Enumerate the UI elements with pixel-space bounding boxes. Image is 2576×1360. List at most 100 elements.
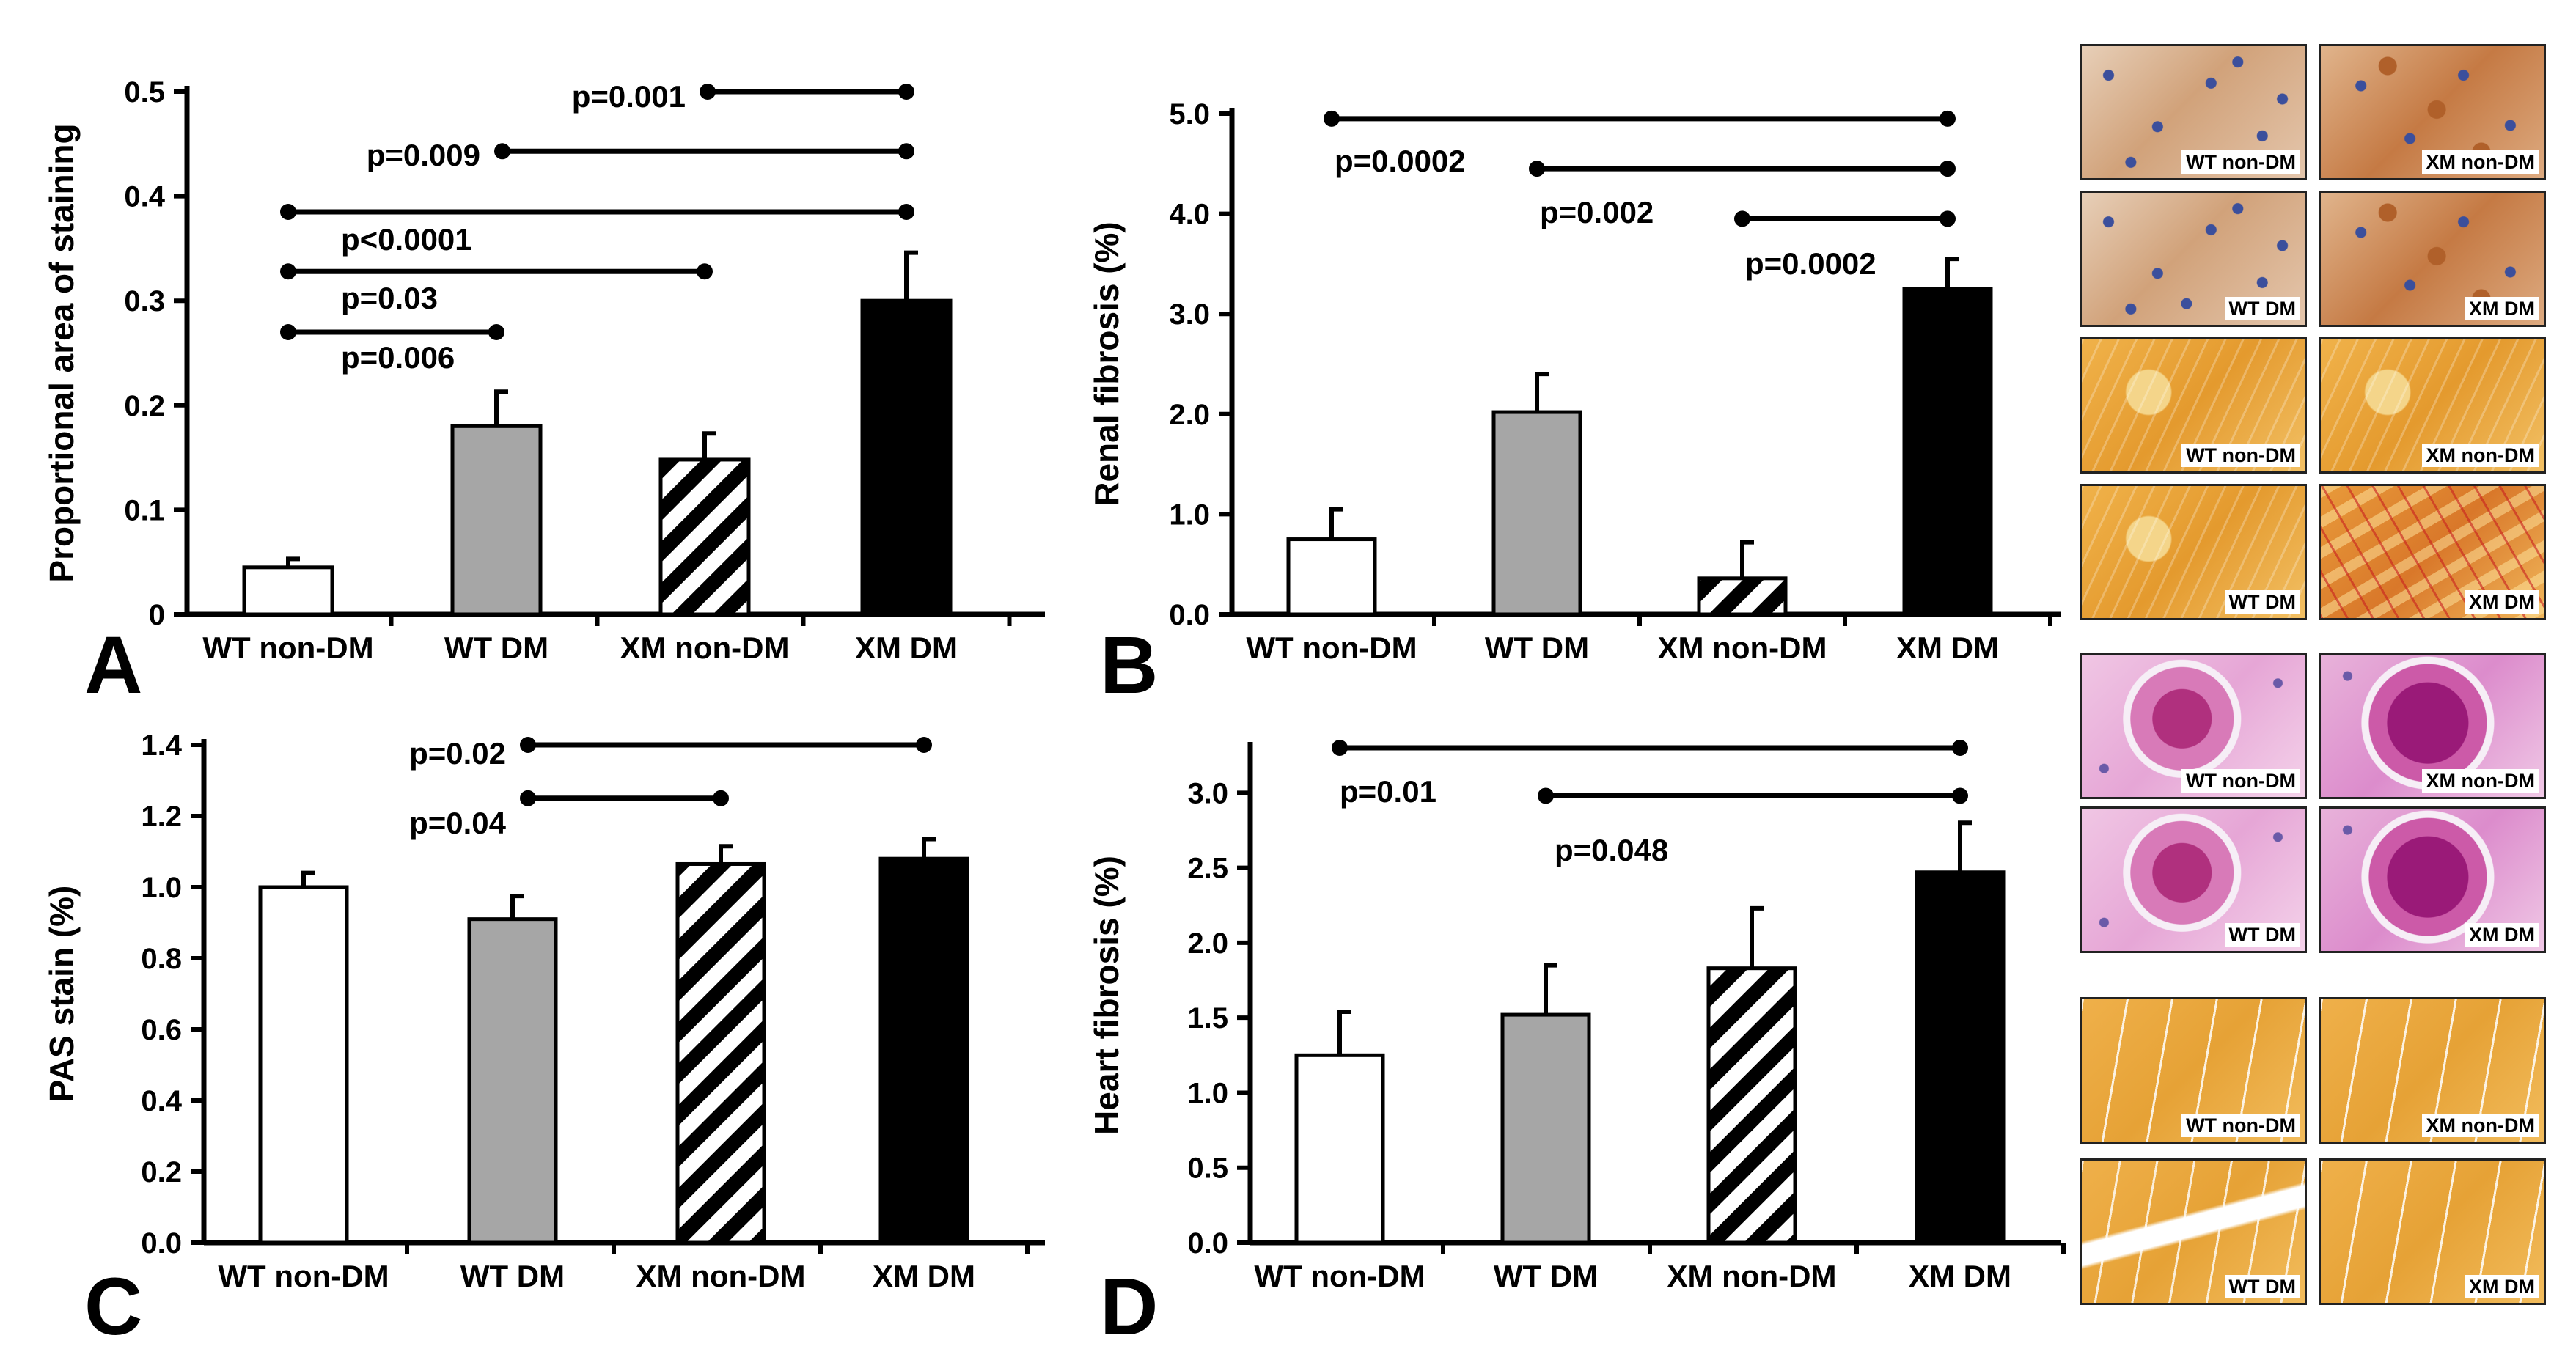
significance-dot xyxy=(280,263,296,280)
bar-xm-dm xyxy=(1902,287,1993,617)
significance-dot xyxy=(713,790,729,806)
micrograph-label: XM DM xyxy=(2465,589,2539,614)
micrograph-label: WT DM xyxy=(2224,296,2300,320)
bar-xm-non-dm xyxy=(1697,576,1788,617)
p-value-label: p=0.02 xyxy=(409,736,506,771)
chart-c: 0.0 0.2 0.4 0.6 0.8 1.0 1.2 1.4 WT non-DM WT DM XM… xyxy=(43,729,1045,1352)
y-tick-label: 0.6 xyxy=(141,1014,182,1046)
micrograph-label: XM DM xyxy=(2465,296,2539,320)
y-tick-label: 0 xyxy=(149,599,165,631)
significance-dot xyxy=(520,737,536,753)
micrograph-label: XM non-DM xyxy=(2421,443,2539,467)
p-value-label: p=0.04 xyxy=(409,806,507,840)
p-value-label: p=0.001 xyxy=(572,79,686,114)
y-tick-label: 1.5 xyxy=(1187,1002,1228,1034)
micrograph-wt-non-dm: WT non-DM xyxy=(2080,653,2307,799)
y-tick-label: 4.0 xyxy=(1169,199,1210,231)
micrograph-label: WT non-DM xyxy=(2181,443,2300,467)
x-tick-label: XM DM xyxy=(873,1259,975,1293)
significance-dot xyxy=(280,323,296,340)
y-tick-label: 1.0 xyxy=(1169,499,1210,531)
significance-dot xyxy=(898,84,914,100)
x-tick-label: XM DM xyxy=(855,631,958,665)
bar-xm-dm xyxy=(1915,870,2006,1245)
x-tick-label: XM DM xyxy=(1896,631,1999,665)
micrograph-wt-non-dm: WT non-DM xyxy=(2080,44,2307,180)
p-value-label: p=0.002 xyxy=(1540,195,1654,229)
bar-wt-dm xyxy=(467,917,558,1245)
p-value-label: p=0.0002 xyxy=(1745,246,1876,281)
p-value-label: p=0.0002 xyxy=(1335,144,1466,178)
bar-wt-dm xyxy=(1491,410,1582,617)
y-tick-label: 2.5 xyxy=(1187,853,1228,885)
y-axis-title: Renal fibrosis (%) xyxy=(1087,221,1126,507)
significance-dot xyxy=(494,143,510,160)
micrograph-label: WT non-DM xyxy=(2181,1113,2300,1137)
micrograph-label: XM non-DM xyxy=(2421,1113,2539,1137)
y-axis-title: Heart fibrosis (%) xyxy=(1087,856,1126,1135)
y-tick-label: 1.0 xyxy=(141,872,182,904)
p-value-label: p=0.01 xyxy=(1340,774,1436,809)
panel-label: D xyxy=(1100,1262,1158,1352)
x-tick-label: WT DM xyxy=(1494,1259,1598,1293)
y-tick-label: 1.4 xyxy=(141,729,182,762)
y-tick-label: 3.0 xyxy=(1169,298,1210,331)
significance-dot xyxy=(1940,161,1956,177)
significance-dot xyxy=(1332,740,1348,756)
micrograph-xm-non-dm: XM non-DM xyxy=(2319,44,2546,180)
bar-wt-non-dm xyxy=(258,885,349,1245)
panel-label: A xyxy=(84,620,142,710)
y-axis-title: Proportional area of staining xyxy=(43,123,81,582)
x-tick-label: WT non-DM xyxy=(218,1259,389,1293)
p-value-label: p=0.048 xyxy=(1555,833,1668,867)
micrograph-xm-dm: XM DM xyxy=(2319,1158,2546,1305)
significance-dot xyxy=(1952,740,1968,756)
p-value-label: p<0.0001 xyxy=(341,222,472,257)
y-tick-label: 0.0 xyxy=(141,1227,182,1260)
micrograph-xm-dm: XM DM xyxy=(2319,484,2546,620)
bar-xm-dm xyxy=(860,298,953,617)
p-value-label: p=0.006 xyxy=(341,340,455,375)
micrograph-xm-non-dm: XM non-DM xyxy=(2319,653,2546,799)
micrograph-label: XM DM xyxy=(2465,922,2539,947)
x-tick-label: XM non-DM xyxy=(636,1259,806,1293)
micrograph-xm-dm: XM DM xyxy=(2319,806,2546,953)
y-axis-title: PAS stain (%) xyxy=(43,886,81,1103)
y-tick-label: 0.3 xyxy=(124,285,165,317)
y-tick-label: 0.4 xyxy=(141,1085,182,1117)
y-tick-label: 0.2 xyxy=(141,1156,182,1188)
panel-label: C xyxy=(84,1262,142,1352)
y-tick-label: 0.8 xyxy=(141,943,182,975)
significance-dot xyxy=(520,790,536,806)
x-tick-label: WT DM xyxy=(1485,631,1589,665)
micrograph-grid: WT non-DM XM non-DM WT DM XM DM WT non-DM XM … xyxy=(2080,44,2556,1356)
significance-dot xyxy=(1529,161,1545,177)
y-tick-label: 2.0 xyxy=(1187,927,1228,960)
bar-wt-dm xyxy=(1500,1012,1591,1245)
micrograph-label: WT DM xyxy=(2224,1274,2300,1298)
micrograph-wt-dm: WT DM xyxy=(2080,1158,2307,1305)
micrograph-label: XM non-DM xyxy=(2421,768,2539,793)
micrograph-wt-non-dm: WT non-DM xyxy=(2080,337,2307,474)
y-tick-label: 1.2 xyxy=(141,801,182,833)
y-tick-label: 0.4 xyxy=(124,181,165,213)
y-tick-label: 0.1 xyxy=(124,494,165,526)
bar-wt-dm xyxy=(450,424,543,617)
micrograph-label: WT DM xyxy=(2224,922,2300,947)
x-tick-label: WT DM xyxy=(444,631,548,665)
micrograph-label: XM DM xyxy=(2465,1274,2539,1298)
significance-dot xyxy=(1324,110,1340,127)
significance-dot xyxy=(916,737,932,753)
micrograph-label: XM non-DM xyxy=(2421,150,2539,174)
bar-xm-non-dm xyxy=(658,457,751,617)
significance-dot xyxy=(1538,787,1554,804)
chart-a: 0 0.1 0.2 0.3 0.4 0.5 WT non-DM WT DM XM non-DM X… xyxy=(43,76,1045,710)
bar-wt-non-dm xyxy=(1286,537,1377,617)
significance-dot xyxy=(1940,110,1956,127)
chart-b: 0.0 1.0 2.0 3.0 4.0 5.0 WT non-DM WT DM XM non-D… xyxy=(1087,98,2061,710)
x-tick-label: XM non-DM xyxy=(620,631,790,665)
y-tick-label: 3.0 xyxy=(1187,777,1228,809)
x-tick-label: XM non-DM xyxy=(1658,631,1827,665)
x-tick-label: WT DM xyxy=(460,1259,565,1293)
